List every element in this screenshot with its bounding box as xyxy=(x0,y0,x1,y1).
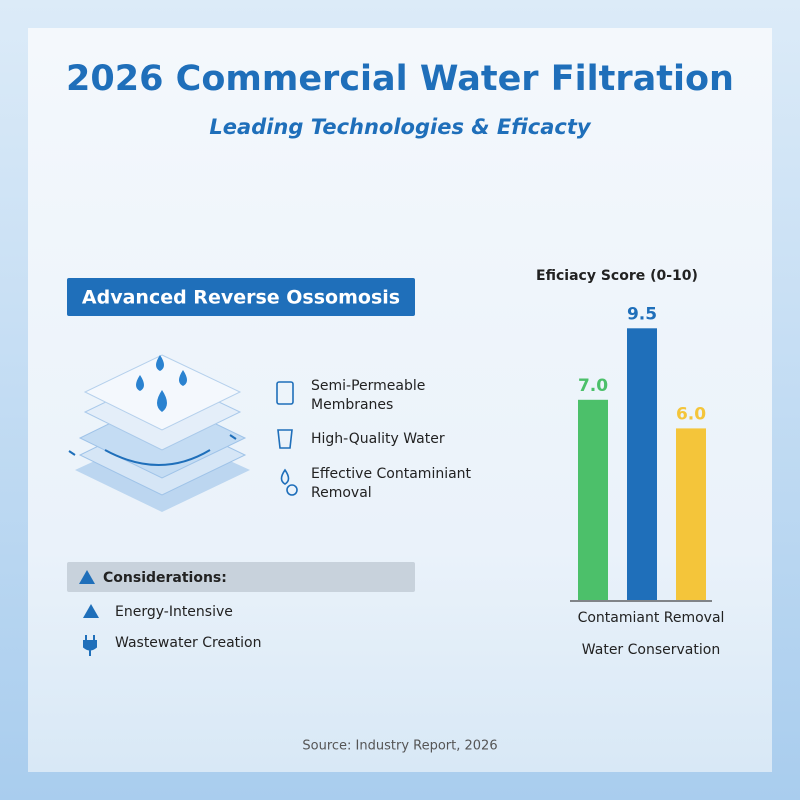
feature: Effective Contaminiant Removal xyxy=(311,466,472,501)
feature-icons xyxy=(276,381,298,496)
consideration: Wastewater Creation xyxy=(115,635,262,651)
membrane-illustration xyxy=(68,354,250,512)
value-label: 6.0 xyxy=(676,404,706,424)
bar xyxy=(578,399,608,600)
warning-icon xyxy=(79,570,95,584)
value-label: 9.5 xyxy=(627,304,657,324)
bar xyxy=(627,328,657,600)
section-title: Advanced Reverse Ossomosis xyxy=(82,287,400,309)
subtitle: Leading Technologies & Eficacty xyxy=(209,115,591,139)
source: Source: Industry Report, 2026 xyxy=(302,739,497,754)
consideration: Energy-Intensive xyxy=(115,604,233,620)
considerations-bar xyxy=(67,562,415,592)
title: 2026 Commercial Water Filtration xyxy=(66,59,734,99)
x-label: Water Conservation xyxy=(582,642,720,658)
considerations-title: Considerations: xyxy=(103,570,227,586)
x-label: Contamiant Removal xyxy=(578,610,725,626)
feature: Semi-Permeable Membranes xyxy=(311,378,425,413)
bar xyxy=(676,428,706,600)
section-badge xyxy=(67,278,415,316)
feature: High-Quality Water xyxy=(311,431,445,447)
warning-icon xyxy=(83,604,99,618)
chart-title: Eficiacy Score (0-10) xyxy=(536,268,698,284)
value-label: 7.0 xyxy=(578,376,608,396)
plug-icon xyxy=(83,635,97,656)
